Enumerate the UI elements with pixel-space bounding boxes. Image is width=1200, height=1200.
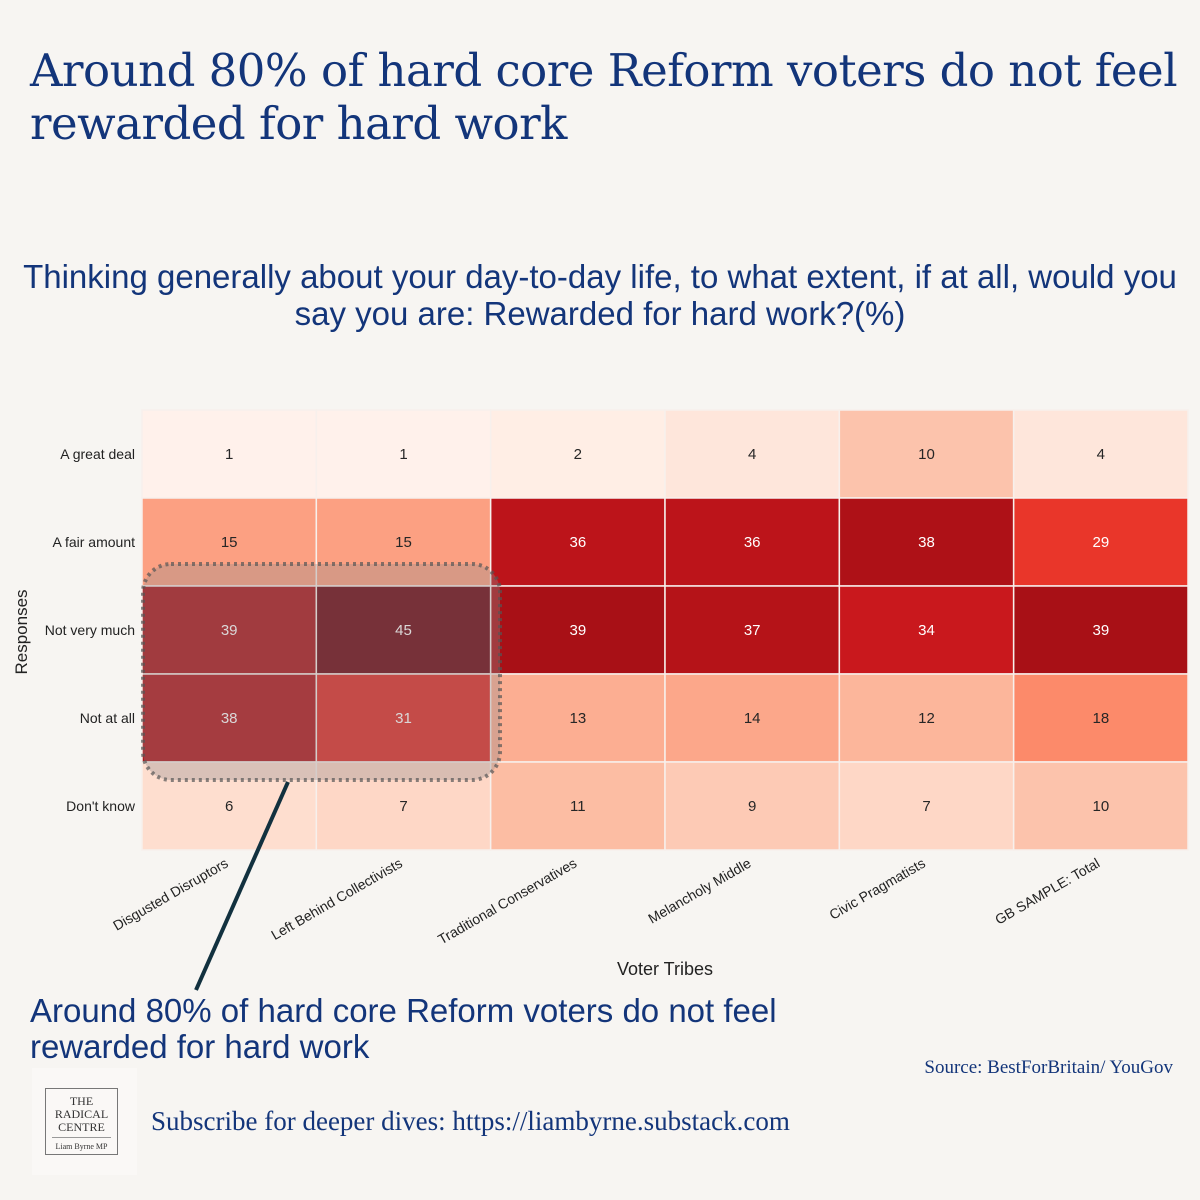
heatmap-cell — [141, 585, 318, 675]
cell-value-label: 36 — [744, 534, 761, 551]
x-tick-label: Disgusted Disruptors — [110, 855, 231, 934]
heatmap-cell — [664, 761, 841, 851]
cell-value-label: 7 — [399, 798, 407, 815]
cell-value-label: 37 — [744, 622, 761, 639]
heatmap-cell — [489, 673, 666, 763]
heatmap-cell — [489, 497, 666, 587]
y-tick-label: Not very much — [45, 622, 135, 638]
cell-value-label: 29 — [1092, 534, 1109, 551]
heatmap-cell — [489, 761, 666, 851]
heatmap-cell — [489, 409, 666, 499]
source-text: Source: BestForBritain/ YouGov — [924, 1057, 1173, 1078]
cell-value-label: 6 — [225, 798, 233, 815]
heatmap-cell — [1012, 673, 1189, 763]
heatmap-cell — [141, 761, 318, 851]
cell-value-label: 18 — [1092, 710, 1109, 727]
cell-value-label: 36 — [569, 534, 586, 551]
cell-value-label: 45 — [395, 622, 412, 639]
cell-value-label: 4 — [1097, 446, 1105, 463]
page-title: Around 80% of hard core Reform voters do… — [30, 44, 1178, 150]
cell-value-label: 13 — [569, 710, 586, 727]
heatmap-cell — [489, 585, 666, 675]
cell-value-label: 7 — [922, 798, 930, 815]
cell-value-label: 1 — [225, 446, 233, 463]
y-tick-label: Don't know — [66, 798, 136, 814]
cell-value-label: 9 — [748, 798, 756, 815]
cell-value-label: 11 — [570, 798, 586, 815]
y-axis-label: Responses — [12, 589, 31, 674]
y-tick-label: A great deal — [60, 446, 135, 462]
cell-value-label: 38 — [221, 710, 238, 727]
cell-value-label: 34 — [918, 622, 935, 639]
cell-value-label: 15 — [395, 534, 412, 551]
cell-value-label: 39 — [569, 622, 586, 639]
heatmap-cell — [838, 497, 1015, 587]
subscribe-link[interactable]: Subscribe for deeper dives: https://liam… — [151, 1106, 790, 1136]
cell-value-label: 4 — [748, 446, 756, 463]
highlight-box — [141, 562, 502, 782]
radical-centre-logo: THE RADICAL CENTRE Liam Byrne MP — [32, 1068, 137, 1175]
heatmap-cell — [838, 761, 1015, 851]
y-tick-label: Not at all — [80, 710, 135, 726]
heatmap-cell — [315, 761, 492, 851]
heatmap-cell — [838, 585, 1015, 675]
heatmap-cell — [141, 673, 318, 763]
x-axis-label: Voter Tribes — [617, 959, 713, 979]
cell-value-label: 2 — [574, 446, 582, 463]
heatmap-cell — [141, 409, 318, 499]
cell-value-label: 31 — [395, 710, 412, 727]
cell-value-label: 39 — [1092, 622, 1109, 639]
y-tick-label: A fair amount — [53, 534, 136, 550]
heatmap-cell — [664, 585, 841, 675]
x-tick-label: Traditional Conservatives — [435, 855, 579, 948]
heatmap-cell — [664, 673, 841, 763]
heatmap-cell — [315, 497, 492, 587]
cell-value-label: 38 — [918, 534, 935, 551]
heatmap-cell — [664, 497, 841, 587]
cell-value-label: 1 — [399, 446, 407, 463]
cell-value-label: 12 — [918, 710, 935, 727]
chart-title: Thinking generally about your day-to-day… — [23, 258, 1177, 332]
x-tick-label: Melancholy Middle — [645, 855, 754, 927]
callout-pointer — [194, 781, 290, 991]
x-tick-label: Left Behind Collectivists — [268, 855, 405, 943]
callout-text: Around 80% of hard core Reform voters do… — [30, 992, 777, 1065]
x-tick-label: GB SAMPLE: Total — [992, 855, 1102, 928]
heatmap-cell — [1012, 497, 1189, 587]
heatmap-cell — [838, 409, 1015, 499]
heatmap-cell — [1012, 585, 1189, 675]
cell-value-label: 39 — [221, 622, 238, 639]
cell-value-label: 10 — [1092, 798, 1109, 815]
cell-value-label: 15 — [221, 534, 238, 551]
cell-value-label: 14 — [744, 710, 761, 727]
cell-value-label: 10 — [918, 446, 935, 463]
x-tick-label: Civic Pragmatists — [826, 855, 928, 923]
heatmap-cell — [1012, 761, 1189, 851]
